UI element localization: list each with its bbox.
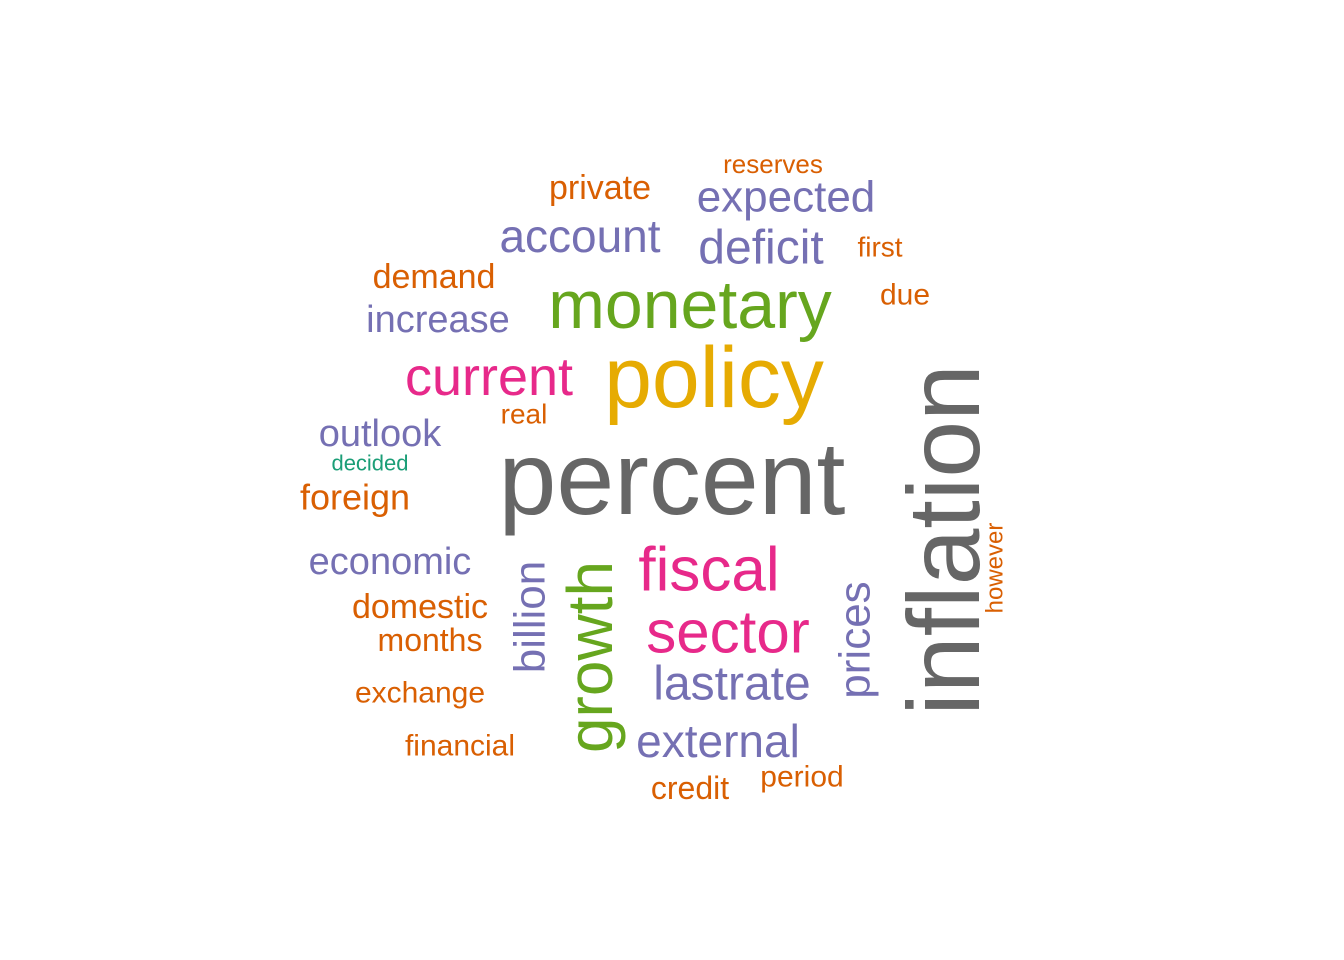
word-increase: increase (366, 299, 510, 341)
word-lastrate: lastrate (653, 658, 810, 711)
word-sector: sector (646, 599, 809, 666)
word-demand: demand (373, 258, 496, 296)
word-period: period (760, 761, 843, 794)
word-inflation: inflation (887, 364, 1001, 716)
word-external: external (636, 715, 800, 767)
word-economic: economic (309, 541, 472, 583)
word-prices: prices (831, 581, 880, 698)
word-first: first (857, 232, 902, 263)
word-fiscal: fiscal (638, 536, 779, 605)
word-due: due (880, 279, 930, 312)
word-percent: percent (499, 421, 846, 537)
word-outlook: outlook (319, 413, 443, 455)
word-deficit: deficit (698, 222, 823, 275)
word-months: months (378, 622, 483, 658)
word-expected: expected (697, 173, 876, 222)
word-decided: decided (331, 451, 408, 476)
word-reserves: reserves (723, 149, 823, 179)
word-domestic: domestic (352, 588, 488, 626)
word-account: account (499, 210, 660, 262)
word-foreign: foreign (300, 477, 410, 518)
word-policy: policy (604, 330, 824, 426)
word-current: current (405, 347, 573, 407)
word-real: real (501, 399, 548, 430)
word-billion: billion (506, 561, 555, 674)
word-exchange: exchange (355, 677, 485, 710)
word-however: however (982, 523, 1009, 614)
word-credit: credit (651, 770, 729, 806)
word-private: private (549, 169, 651, 207)
word-monetary: monetary (548, 267, 831, 343)
word-financial: financial (405, 730, 515, 763)
word-growth: growth (554, 561, 626, 753)
